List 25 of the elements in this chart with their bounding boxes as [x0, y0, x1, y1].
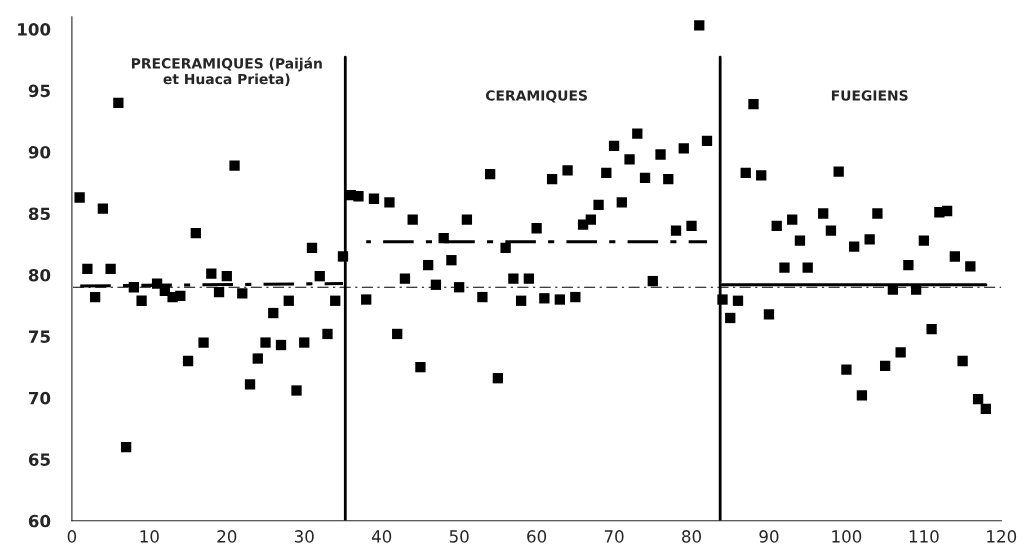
y-tick-label: 60	[28, 514, 51, 528]
annotation: PRECERAMIQUES (Paiján et Huaca Prieta)	[131, 57, 322, 86]
x-tick-label: 120	[987, 530, 1017, 543]
y-tick-label: 90	[28, 145, 51, 159]
annotation: CERAMIQUES	[485, 90, 587, 103]
x-tick-label: 40	[371, 530, 392, 543]
y-tick-label: 65	[28, 453, 50, 466]
y-tick-label: 80	[28, 268, 51, 282]
y-tick-label: 85	[28, 207, 50, 221]
y-tick-label: 75	[28, 330, 50, 343]
y-tick-label: 100	[18, 23, 51, 36]
x-tick-label: 60	[527, 530, 547, 543]
x-tick-label: 0	[67, 530, 77, 543]
x-tick-label: 100	[832, 530, 862, 543]
x-tick-label: 10	[140, 530, 159, 543]
annotation: FUEGIENS	[831, 90, 908, 101]
x-tick-label: 30	[294, 530, 314, 543]
x-tick-label: 80	[682, 530, 702, 543]
x-tick-label: 110	[909, 530, 939, 543]
x-tick-label: 50	[449, 530, 469, 543]
x-tick-label: 90	[759, 530, 779, 543]
x-tick-label: 70	[604, 530, 624, 543]
x-tick-label: 20	[217, 530, 237, 543]
y-tick-label: 95	[28, 84, 50, 98]
y-tick-label: 70	[28, 391, 51, 405]
